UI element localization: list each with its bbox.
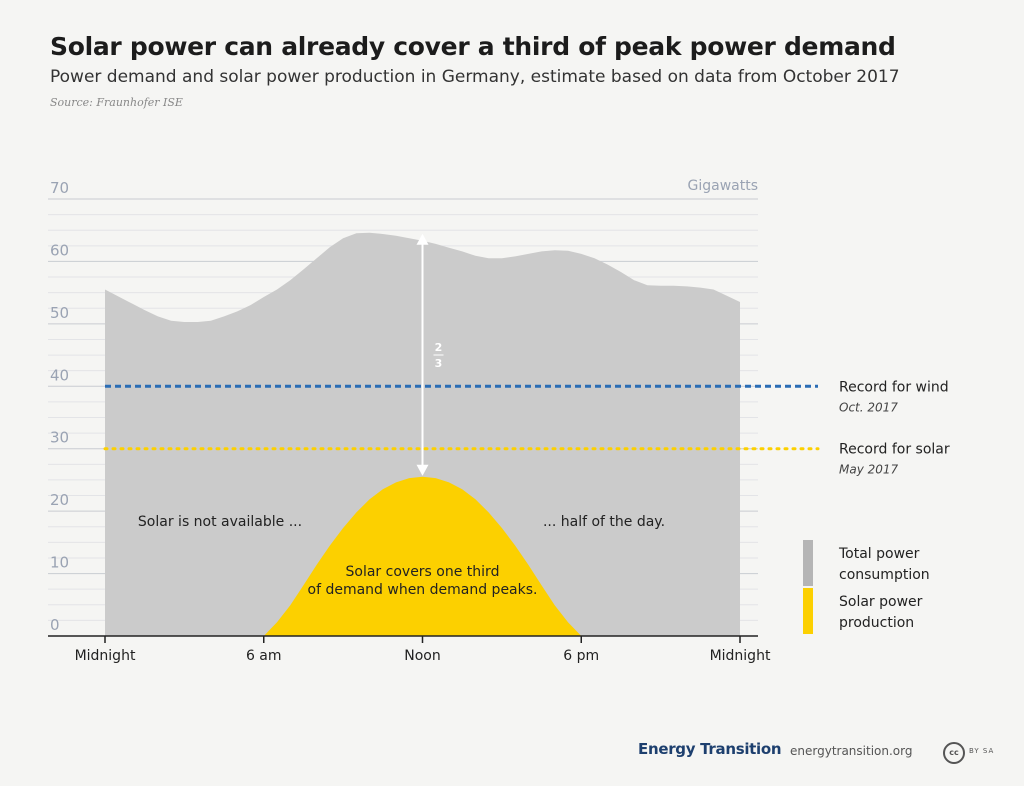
wind-record-date: Oct. 2017	[839, 400, 898, 414]
legend-label: production	[839, 615, 914, 631]
annotations: Solar is not available ... ... half of t…	[138, 514, 665, 598]
footer-url[interactable]: energytransition.org	[790, 744, 913, 758]
arrow-head-down	[416, 464, 429, 476]
legend-label: consumption	[839, 567, 930, 583]
chart-source: Source: Fraunhofer ISE	[50, 96, 183, 109]
fraction-arrow: 23	[416, 233, 444, 476]
x-tick-label: 6 am	[246, 648, 282, 664]
wind-record-label: Record for wind	[839, 379, 949, 395]
legend: Total power consumption Solar power product…	[803, 540, 930, 634]
solar-record-label: Record for solar	[839, 442, 950, 458]
y-tick-label: 20	[50, 491, 69, 509]
y-tick-label: 0	[50, 616, 60, 634]
brand-logo[interactable]: Energy Transition	[638, 740, 782, 758]
legend-label: Total power	[838, 546, 920, 562]
solar-record-date: May 2017	[839, 463, 899, 477]
creative-commons-icon: cc	[943, 742, 965, 764]
x-tick-label: Noon	[404, 648, 440, 664]
x-axis-ticks: Midnight 6 am Noon 6 pm Midnight	[75, 636, 771, 664]
annotation-right: ... half of the day.	[543, 514, 665, 530]
y-tick-label: 30	[50, 429, 69, 447]
legend-swatch-consumption	[803, 540, 813, 586]
y-tick-label: 40	[50, 366, 69, 384]
y-tick-label: 70	[50, 179, 69, 197]
arrow-head-up	[416, 233, 429, 245]
y-tick-label: 10	[50, 554, 69, 572]
y-axis-ticks: 0 10 20 30 40 50 60 70	[50, 179, 69, 634]
annotation-center-line1: Solar covers one third	[346, 564, 500, 580]
y-tick-label: 50	[50, 304, 69, 322]
license-text: BY SA	[969, 747, 995, 755]
annotation-center-line2: of demand when demand peaks.	[308, 582, 538, 598]
unit-label: Gigawatts	[687, 178, 758, 194]
chart-title: Solar power can already cover a third of…	[50, 32, 896, 61]
area-solar-production	[263, 476, 582, 636]
x-tick-label: Midnight	[75, 648, 136, 664]
annotation-left: Solar is not available ...	[138, 514, 302, 530]
x-tick-label: 6 pm	[563, 648, 599, 664]
chart-subtitle: Power demand and solar power production …	[50, 67, 900, 87]
fraction-numerator: 2	[435, 341, 443, 354]
y-tick-label: 60	[50, 241, 69, 259]
x-tick-label: Midnight	[710, 648, 771, 664]
reference-lines: Record for wind Oct. 2017 Record for solar…	[103, 379, 950, 477]
fraction-denominator: 3	[435, 357, 443, 370]
legend-swatch-solar	[803, 588, 813, 634]
legend-label: Solar power	[839, 594, 923, 610]
